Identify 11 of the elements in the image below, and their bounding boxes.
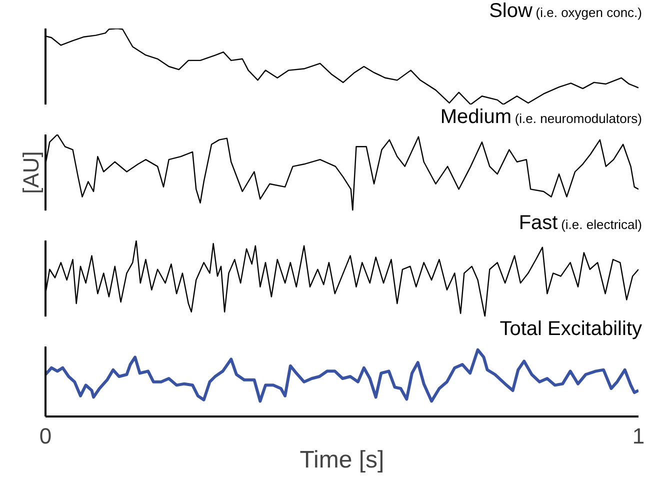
y-axis-title: [AU] [18,151,44,194]
chart-title: Slow [489,0,532,22]
chart-title: Medium [440,106,512,128]
x-axis-title: Time [s] [300,446,384,474]
chart-title: Fast [518,212,558,234]
x-tick-label: 0 [39,424,52,448]
chart-subtitle: (i.e. oxygen conc.) [536,5,642,20]
chart-title: Total Excitability [500,318,642,340]
x-tick-label: 1 [632,424,645,448]
chart-subtitle: (i.e. electrical) [561,217,642,232]
chart-subtitle: (i.e. neuromodulators) [514,111,642,126]
